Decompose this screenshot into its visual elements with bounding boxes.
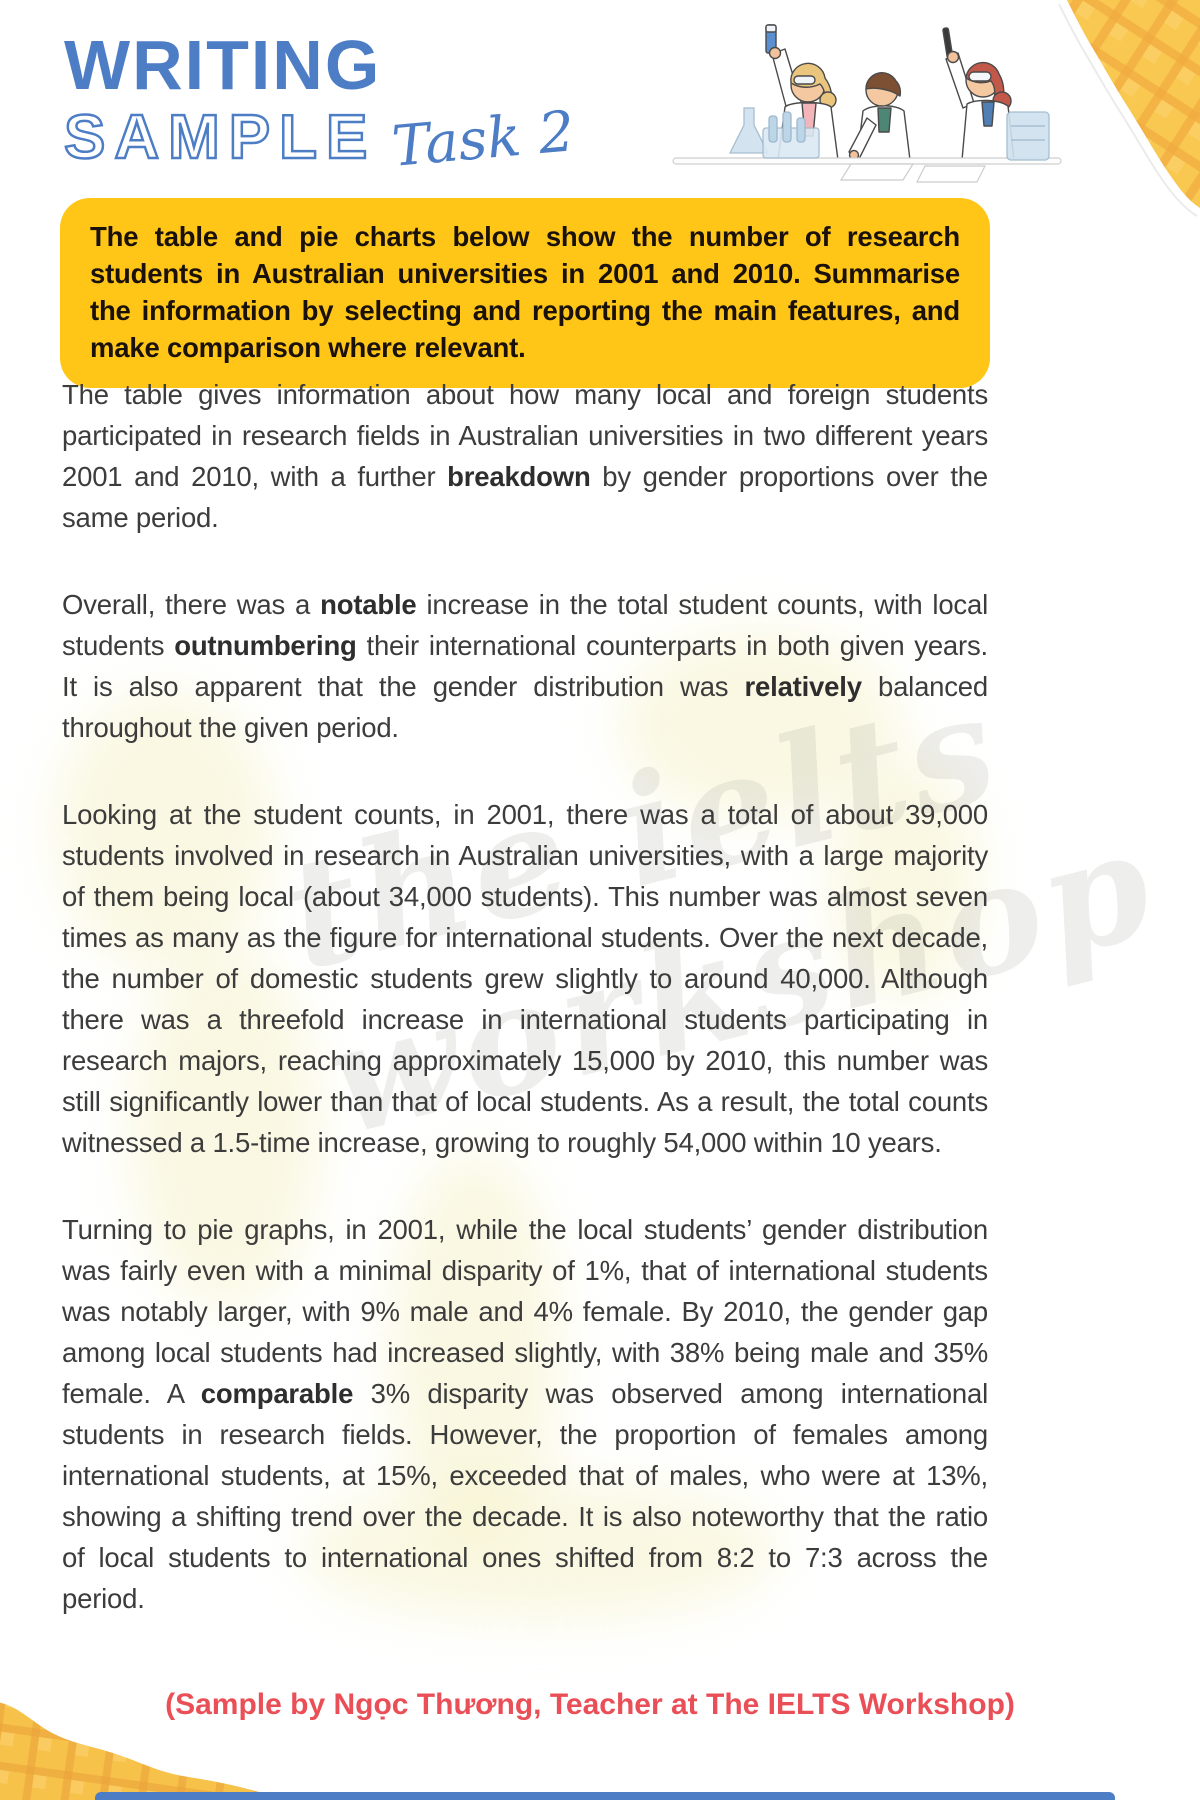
bottom-bar — [95, 1792, 1115, 1800]
essay-paragraph: Overall, there was a notable increase in… — [62, 589, 988, 743]
watermark-blob — [620, 630, 900, 820]
essay-paragraph: Looking at the student counts, in 2001, … — [62, 799, 988, 1158]
footer-credit: (Sample by Ngọc Thương, Teacher at The I… — [165, 1688, 1015, 1721]
watermark-blob — [830, 760, 980, 1000]
prompt-text: The table and pie charts below show the … — [90, 221, 960, 363]
scientists-illustration — [672, 24, 1062, 183]
task-prompt-box: The table and pie charts below show the … — [60, 198, 990, 388]
writing-title: WRITING — [64, 26, 382, 104]
watermark-blob — [55, 690, 275, 970]
essay-paragraph: The table gives information about how ma… — [62, 379, 988, 533]
task-label: Task 2 — [389, 99, 578, 180]
watermark-blob — [300, 1480, 780, 1620]
essay-body: The table gives information about how ma… — [62, 374, 988, 1665]
watermark-blob — [130, 950, 320, 1310]
essay-paragraph: Turning to pie graphs, in 2001, while th… — [62, 1214, 988, 1614]
sample-title: SAMPLE — [63, 103, 377, 172]
header: WRITING SAMPLE Task 2 — [63, 26, 578, 180]
